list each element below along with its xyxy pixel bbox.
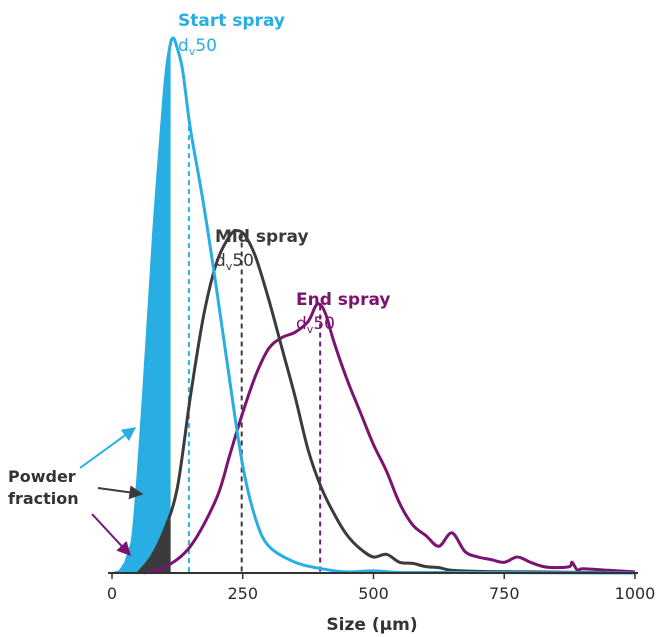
x-tick-label: 0 [107,584,117,603]
x-tick-label: 750 [489,584,520,603]
powder-fraction-arrow-end [91,513,131,557]
mid-spray-curve [137,229,636,575]
x-tick-label: 500 [358,584,389,603]
mid-spray-dv50-label: dv50 [215,251,254,273]
end-spray-dv50-label: dv50 [296,314,335,336]
end-spray-label: End spray [296,290,391,310]
mid-spray-label: Mid spray [215,227,309,247]
end-spray-curve [143,302,636,575]
x-tick-label: 250 [227,584,258,603]
powder-fraction-fill-mid [138,509,171,573]
powder-fraction-label: Powder fraction [8,467,81,508]
start-spray-curve [113,36,636,575]
powder-fraction-fill-start [114,45,171,574]
start-spray-dv50-label: dv50 [178,36,217,58]
powder-fraction-arrow-mid [97,485,144,500]
x-axis-title: Size (μm) [326,615,417,635]
powder-fraction-arrow-start [79,427,137,469]
x-axis-ticks: 0 250 500 750 1000 [107,573,655,603]
x-tick-label: 1000 [615,584,656,603]
start-spray-label: Start spray [178,11,285,31]
